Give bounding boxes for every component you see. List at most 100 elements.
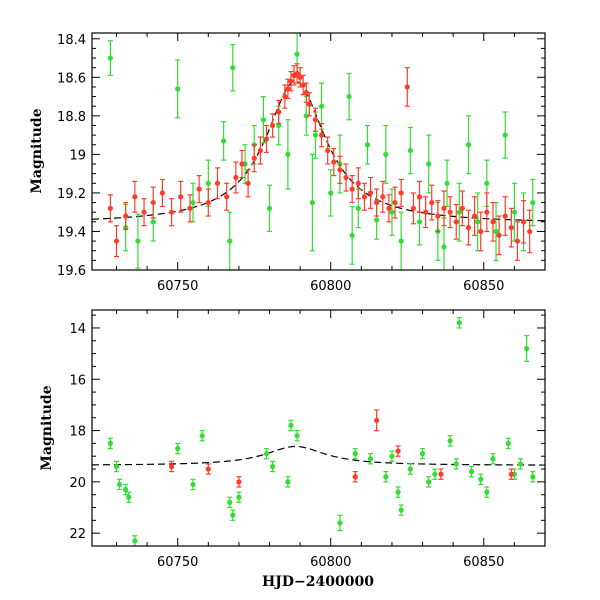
data-point [484, 209, 490, 215]
data-point [493, 228, 499, 235]
data-point [383, 151, 389, 157]
data-point [205, 180, 211, 186]
data-point [309, 199, 315, 206]
data-point [465, 225, 472, 231]
data-point [490, 456, 496, 462]
data-point [239, 161, 245, 167]
data-point [276, 109, 282, 115]
data-point [123, 486, 129, 493]
data-point [502, 213, 508, 219]
data-point [508, 471, 514, 477]
data-point [227, 499, 233, 505]
model-curve [92, 445, 545, 466]
y-tick-label: 18 [69, 425, 86, 440]
data-point [511, 209, 517, 215]
data-point [367, 456, 374, 462]
data-point [107, 440, 113, 446]
data-point [236, 479, 242, 485]
data-point [205, 466, 211, 472]
x-tick-label: 60800 [310, 279, 351, 294]
data-point [288, 422, 294, 429]
data-point [113, 463, 120, 470]
data-point [306, 101, 312, 107]
data-point [187, 205, 193, 211]
data-point [175, 445, 181, 452]
data-point [355, 205, 361, 211]
data-point [475, 219, 481, 225]
data-point [236, 494, 242, 500]
data-point [416, 219, 423, 225]
data-point [524, 345, 530, 352]
x-tick-label: 60800 [310, 555, 351, 570]
data-point [294, 51, 300, 57]
data-point [168, 463, 175, 470]
data-point [346, 93, 352, 100]
data-point [126, 494, 132, 500]
data-point [337, 520, 343, 526]
data-point [178, 194, 184, 200]
y-tick-label: 18.4 [57, 33, 86, 48]
data-point [205, 199, 211, 206]
data-point [398, 238, 404, 244]
data-point [303, 90, 309, 96]
data-point [361, 194, 368, 200]
data-point [150, 199, 156, 206]
bottom-panel: 60750 60800 60850 14 16 18 20 22 Magnitude HJD−… [39, 309, 546, 590]
data-point [416, 194, 423, 200]
data-point [404, 84, 410, 90]
data-point [269, 122, 276, 129]
data-point [453, 461, 459, 467]
data-point [141, 209, 147, 215]
data-point [459, 205, 465, 211]
data-point [116, 481, 123, 488]
data-point [288, 78, 294, 84]
top-y-axis-label: Magnitude [29, 108, 45, 193]
data-point [386, 205, 392, 211]
data-point [337, 167, 343, 173]
data-point [530, 474, 536, 480]
data-point [123, 213, 129, 219]
data-point [410, 205, 416, 211]
data-point [380, 194, 386, 200]
data-point [389, 453, 395, 459]
data-point [245, 180, 251, 186]
data-point [276, 122, 282, 129]
data-point [285, 86, 291, 92]
y-tick-label: 18.8 [57, 110, 86, 125]
data-point [297, 74, 303, 80]
data-point [456, 209, 462, 215]
data-point [263, 136, 270, 142]
data-point [478, 476, 484, 482]
data-point [395, 448, 401, 454]
data-point [435, 213, 441, 219]
data-point [312, 117, 319, 123]
data-point [132, 538, 138, 544]
data-point [398, 507, 404, 513]
data-point [426, 479, 432, 485]
data-point [453, 219, 459, 225]
data-point [312, 132, 319, 138]
data-point [190, 481, 196, 488]
data-point [407, 147, 413, 154]
data-point [496, 232, 502, 238]
data-point [285, 479, 291, 485]
data-point [472, 213, 478, 219]
x-tick-label: 60850 [463, 279, 504, 294]
data-point [508, 225, 514, 231]
data-point [355, 180, 361, 186]
data-point [318, 103, 325, 109]
x-tick-label: 60750 [157, 279, 198, 294]
data-point [282, 93, 288, 100]
bottom-plot-frame [91, 309, 546, 547]
data-point [398, 190, 404, 196]
data-point [349, 186, 355, 192]
y-tick-label: 14 [69, 322, 86, 337]
data-point [392, 199, 398, 206]
data-point [190, 199, 196, 206]
data-point [159, 190, 165, 196]
data-point [426, 161, 432, 167]
data-point [374, 199, 380, 206]
data-point [447, 438, 453, 444]
data-point [383, 474, 389, 480]
